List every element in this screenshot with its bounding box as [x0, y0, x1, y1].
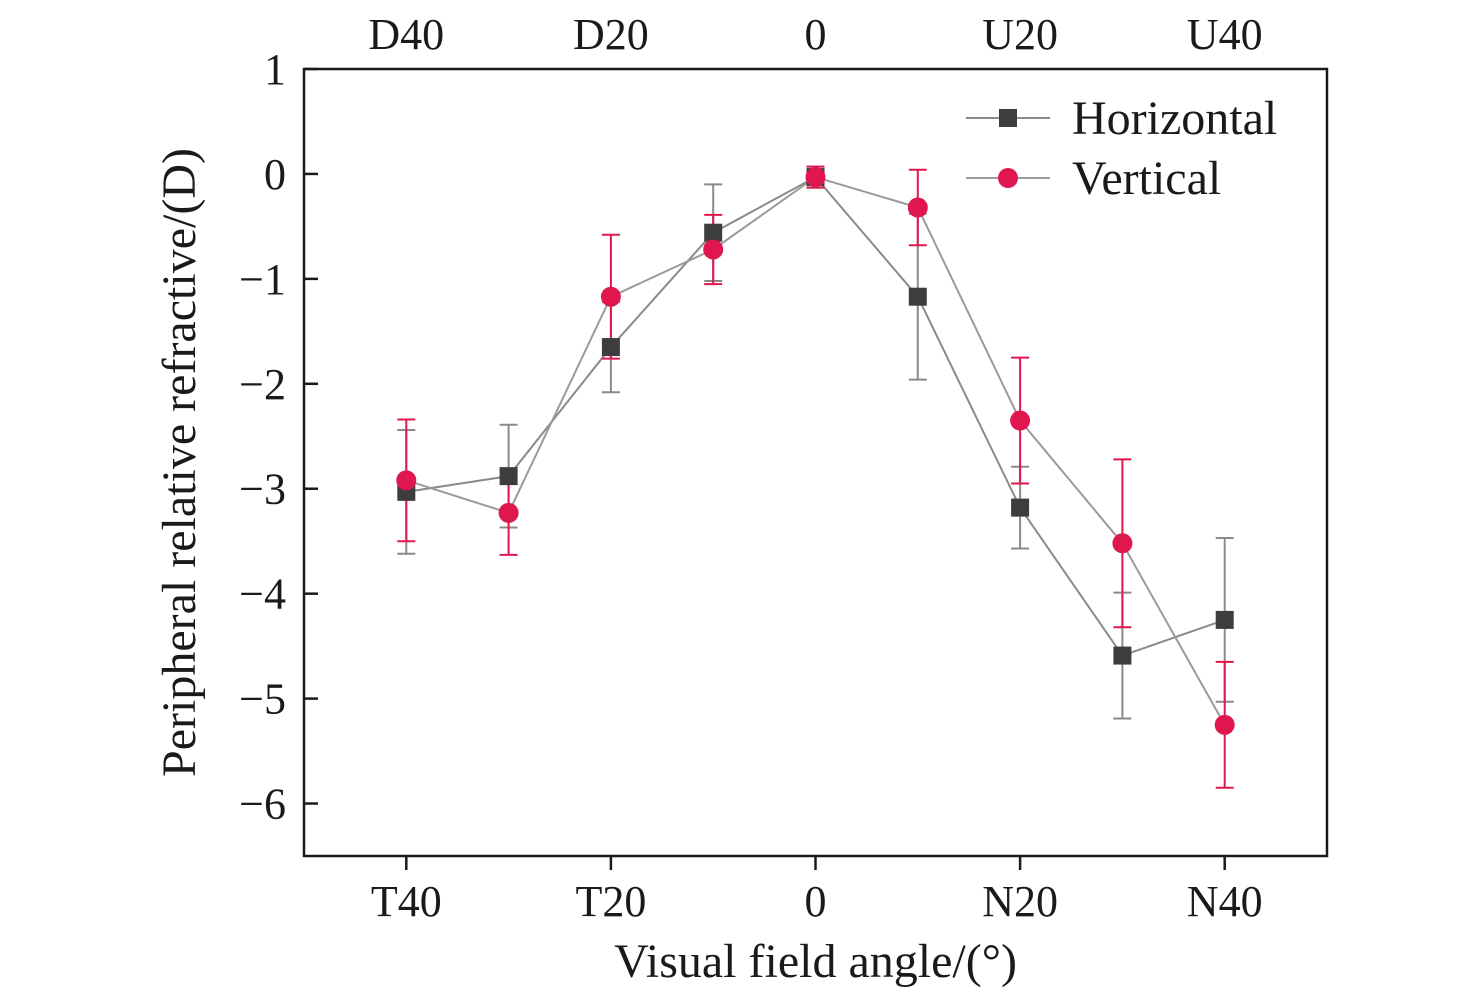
data-point-horizontal: [908, 287, 927, 306]
y-tick-label: −3: [239, 465, 286, 514]
data-point-horizontal: [601, 338, 620, 357]
legend-marker-vertical: [998, 168, 1018, 188]
y-tick-label: −4: [239, 570, 286, 619]
y-tick-label: −5: [239, 675, 286, 724]
series-line-horizontal: [406, 175, 1226, 657]
legend-label: Vertical: [1072, 152, 1221, 205]
data-point-vertical: [498, 502, 519, 523]
x-top-tick-label: D20: [573, 10, 649, 59]
data-point-vertical: [1112, 533, 1133, 554]
y-tick-label: 0: [264, 150, 286, 199]
data-point-horizontal: [499, 467, 518, 486]
data-point-vertical: [907, 197, 928, 218]
x-tick-label: T20: [575, 877, 646, 926]
legend-marker-horizontal: [999, 109, 1017, 127]
data-point-horizontal: [1113, 646, 1132, 665]
y-axis-title: Peripheral relative refractive/(D): [153, 148, 206, 777]
data-point-horizontal: [704, 223, 723, 242]
x-top-tick-label: 0: [805, 10, 827, 59]
y-tick-label: −1: [239, 255, 286, 304]
x-axis-title: Visual field angle/(°): [614, 935, 1017, 988]
data-point-vertical: [703, 239, 724, 260]
data-point-horizontal: [1215, 610, 1234, 629]
y-tick-label: −6: [239, 780, 286, 829]
x-top-tick-label: U40: [1187, 10, 1263, 59]
data-point-vertical: [600, 286, 621, 307]
x-tick-label: T40: [371, 877, 442, 926]
data-point-vertical: [396, 470, 417, 491]
x-tick-label: 0: [805, 877, 827, 926]
data-point-vertical: [1214, 714, 1235, 735]
data-point-vertical: [805, 167, 826, 188]
x-top-tick-label: D40: [368, 10, 444, 59]
x-tick-label: N20: [982, 877, 1058, 926]
x-top-tick-label: U20: [982, 10, 1058, 59]
data-point-horizontal: [1011, 498, 1030, 517]
legend-label: Horizontal: [1072, 92, 1277, 145]
y-tick-label: 1: [264, 45, 286, 94]
x-tick-label: N40: [1187, 877, 1263, 926]
data-point-vertical: [1010, 410, 1031, 431]
y-tick-label: −2: [239, 360, 286, 409]
